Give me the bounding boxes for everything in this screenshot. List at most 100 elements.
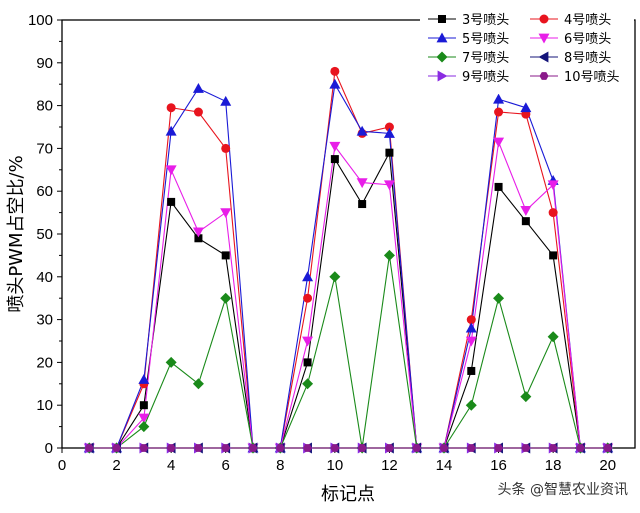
data-point	[384, 122, 394, 132]
data-point	[383, 127, 395, 138]
data-point	[520, 391, 532, 403]
data-point	[357, 444, 367, 452]
data-point	[467, 366, 476, 375]
legend-marker	[539, 14, 549, 24]
data-point	[138, 374, 150, 384]
data-point	[302, 336, 314, 347]
legend-marker	[539, 72, 549, 80]
y-tick-label: 10	[36, 397, 53, 414]
legend-marker	[436, 32, 448, 43]
series-line-1	[89, 150, 608, 449]
legend-marker	[436, 51, 448, 63]
data-point	[220, 208, 232, 219]
data-point	[549, 251, 558, 260]
legend-label: 5号喷头	[462, 32, 509, 47]
data-point	[165, 165, 177, 176]
data-point	[548, 208, 558, 218]
data-point	[466, 315, 476, 325]
legend-marker	[437, 70, 448, 82]
data-point	[493, 93, 505, 104]
data-point	[466, 444, 476, 452]
data-point	[330, 66, 340, 76]
data-point	[165, 356, 177, 368]
data-point	[494, 182, 503, 191]
x-tick-label: 20	[599, 457, 616, 474]
x-tick-label: 4	[167, 457, 175, 474]
data-point	[138, 413, 150, 424]
data-point	[439, 444, 449, 452]
legend-label: 6号喷头	[564, 32, 611, 47]
data-point	[303, 293, 313, 303]
legend-label: 4号喷头	[564, 13, 611, 28]
data-point	[303, 444, 313, 452]
data-point	[192, 227, 204, 238]
data-point	[356, 178, 368, 189]
legend-box	[420, 8, 634, 94]
data-point	[494, 444, 504, 452]
data-point	[220, 292, 232, 304]
x-tick-label: 16	[490, 457, 507, 474]
data-point	[167, 197, 176, 206]
x-tick-label: 12	[381, 457, 398, 474]
x-axis-title: 标记点	[321, 484, 375, 505]
legend-marker	[538, 51, 549, 63]
data-point	[330, 444, 340, 452]
y-tick-label: 20	[36, 354, 53, 371]
data-point	[385, 148, 394, 157]
y-tick-label: 50	[36, 226, 53, 243]
data-point	[166, 103, 176, 113]
data-point	[248, 444, 258, 452]
data-point	[302, 378, 314, 390]
data-point	[165, 125, 177, 136]
y-tick-label: 70	[36, 140, 53, 157]
data-point	[330, 155, 339, 164]
data-point	[603, 444, 613, 452]
data-point	[192, 378, 204, 390]
watermark-text: 头条 @智慧农业资讯	[498, 481, 628, 498]
x-tick-label: 10	[327, 457, 344, 474]
data-point	[465, 336, 477, 347]
y-tick-label: 90	[36, 55, 53, 72]
y-tick-label: 100	[28, 12, 53, 29]
legend-marker	[438, 15, 446, 23]
data-point	[302, 271, 314, 282]
x-tick-label: 0	[58, 457, 66, 474]
y-tick-label: 0	[45, 440, 53, 457]
data-point	[303, 358, 312, 367]
series-line-2	[89, 69, 608, 449]
data-point	[329, 78, 341, 89]
series-lines	[89, 69, 608, 449]
data-point	[520, 102, 532, 113]
x-tick-label: 18	[545, 457, 562, 474]
y-tick-label: 80	[36, 98, 53, 115]
data-point	[112, 444, 122, 452]
series-line-4	[89, 139, 608, 449]
legend: 3号喷头 4号喷头 5号喷头 6号喷头 7号喷头 8号喷头 9号喷头 10号喷头	[420, 8, 634, 94]
data-point	[383, 180, 395, 191]
legend-label: 3号喷头	[462, 13, 509, 28]
data-point	[575, 444, 585, 452]
x-tick-label: 14	[436, 457, 453, 474]
data-point	[220, 95, 232, 106]
data-point	[521, 217, 530, 226]
data-point	[192, 82, 204, 93]
legend-label: 8号喷头	[564, 51, 611, 66]
data-point	[221, 251, 230, 260]
data-point	[139, 444, 149, 452]
data-point	[494, 107, 504, 117]
x-tick-label: 2	[112, 457, 120, 474]
data-point	[493, 137, 505, 148]
data-point	[138, 421, 150, 433]
series-line-3	[89, 82, 608, 449]
series-markers	[83, 66, 614, 454]
series-line-5	[89, 255, 608, 449]
data-point	[221, 143, 231, 153]
y-tick-label: 40	[36, 269, 53, 286]
x-tick-label: 6	[222, 457, 230, 474]
data-point	[521, 444, 531, 452]
data-point	[221, 444, 231, 452]
data-point	[493, 292, 505, 304]
data-point	[384, 444, 394, 452]
data-point	[139, 401, 148, 410]
data-point	[329, 141, 341, 152]
